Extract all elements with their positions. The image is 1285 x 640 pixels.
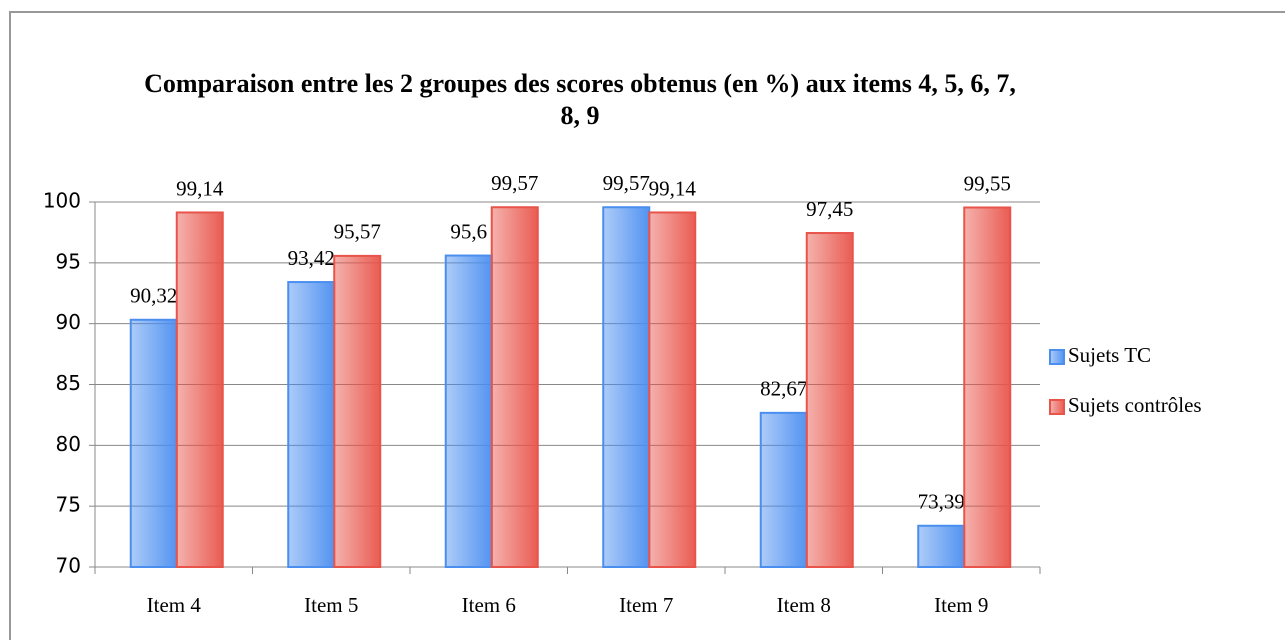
chart-title: Comparaison entre les 2 groupes des scor… <box>144 69 1016 130</box>
x-tick-label: Item 5 <box>304 593 358 617</box>
value-label: 97,45 <box>806 197 853 221</box>
x-tick-label: Item 6 <box>462 593 516 617</box>
bar <box>175 211 224 568</box>
bar <box>444 254 493 569</box>
legend-label: Sujets TC <box>1068 343 1151 367</box>
value-label: 99,14 <box>649 176 697 200</box>
bar <box>805 232 854 568</box>
legend-label: Sujets contrôles <box>1068 393 1202 417</box>
legend-swatch <box>1049 349 1065 365</box>
x-tick-label: Item 9 <box>934 593 988 617</box>
bar <box>129 318 178 569</box>
bar <box>602 206 651 569</box>
bar <box>759 411 808 568</box>
bar <box>963 206 1012 568</box>
y-tick-label: 70 <box>56 554 81 578</box>
value-label: 95,6 <box>450 219 487 243</box>
value-label: 93,42 <box>288 246 335 270</box>
y-tick-label: 100 <box>43 189 81 213</box>
value-label: 73,39 <box>918 490 965 514</box>
y-tick-label: 75 <box>56 493 81 517</box>
frame <box>9 11 1285 640</box>
value-label: 99,57 <box>491 171 538 195</box>
x-tick-label: Item 8 <box>777 593 831 617</box>
bar <box>917 524 966 569</box>
bar <box>287 281 336 568</box>
value-label: 99,55 <box>964 171 1011 195</box>
bar <box>648 211 697 568</box>
value-label: 90,32 <box>130 284 177 308</box>
bar <box>490 206 539 569</box>
y-tick-label: 90 <box>56 310 81 334</box>
value-label: 99,57 <box>603 171 650 195</box>
x-tick-label: Item 4 <box>147 593 202 617</box>
bar <box>333 254 382 568</box>
legend-swatch <box>1049 399 1065 415</box>
y-tick-label: 85 <box>56 371 81 395</box>
value-label: 99,14 <box>176 176 224 200</box>
value-label: 95,57 <box>334 220 381 244</box>
y-tick-label: 80 <box>56 432 81 456</box>
y-tick-label: 95 <box>56 249 81 273</box>
value-label: 82,67 <box>760 377 807 401</box>
x-tick-label: Item 7 <box>619 593 673 617</box>
